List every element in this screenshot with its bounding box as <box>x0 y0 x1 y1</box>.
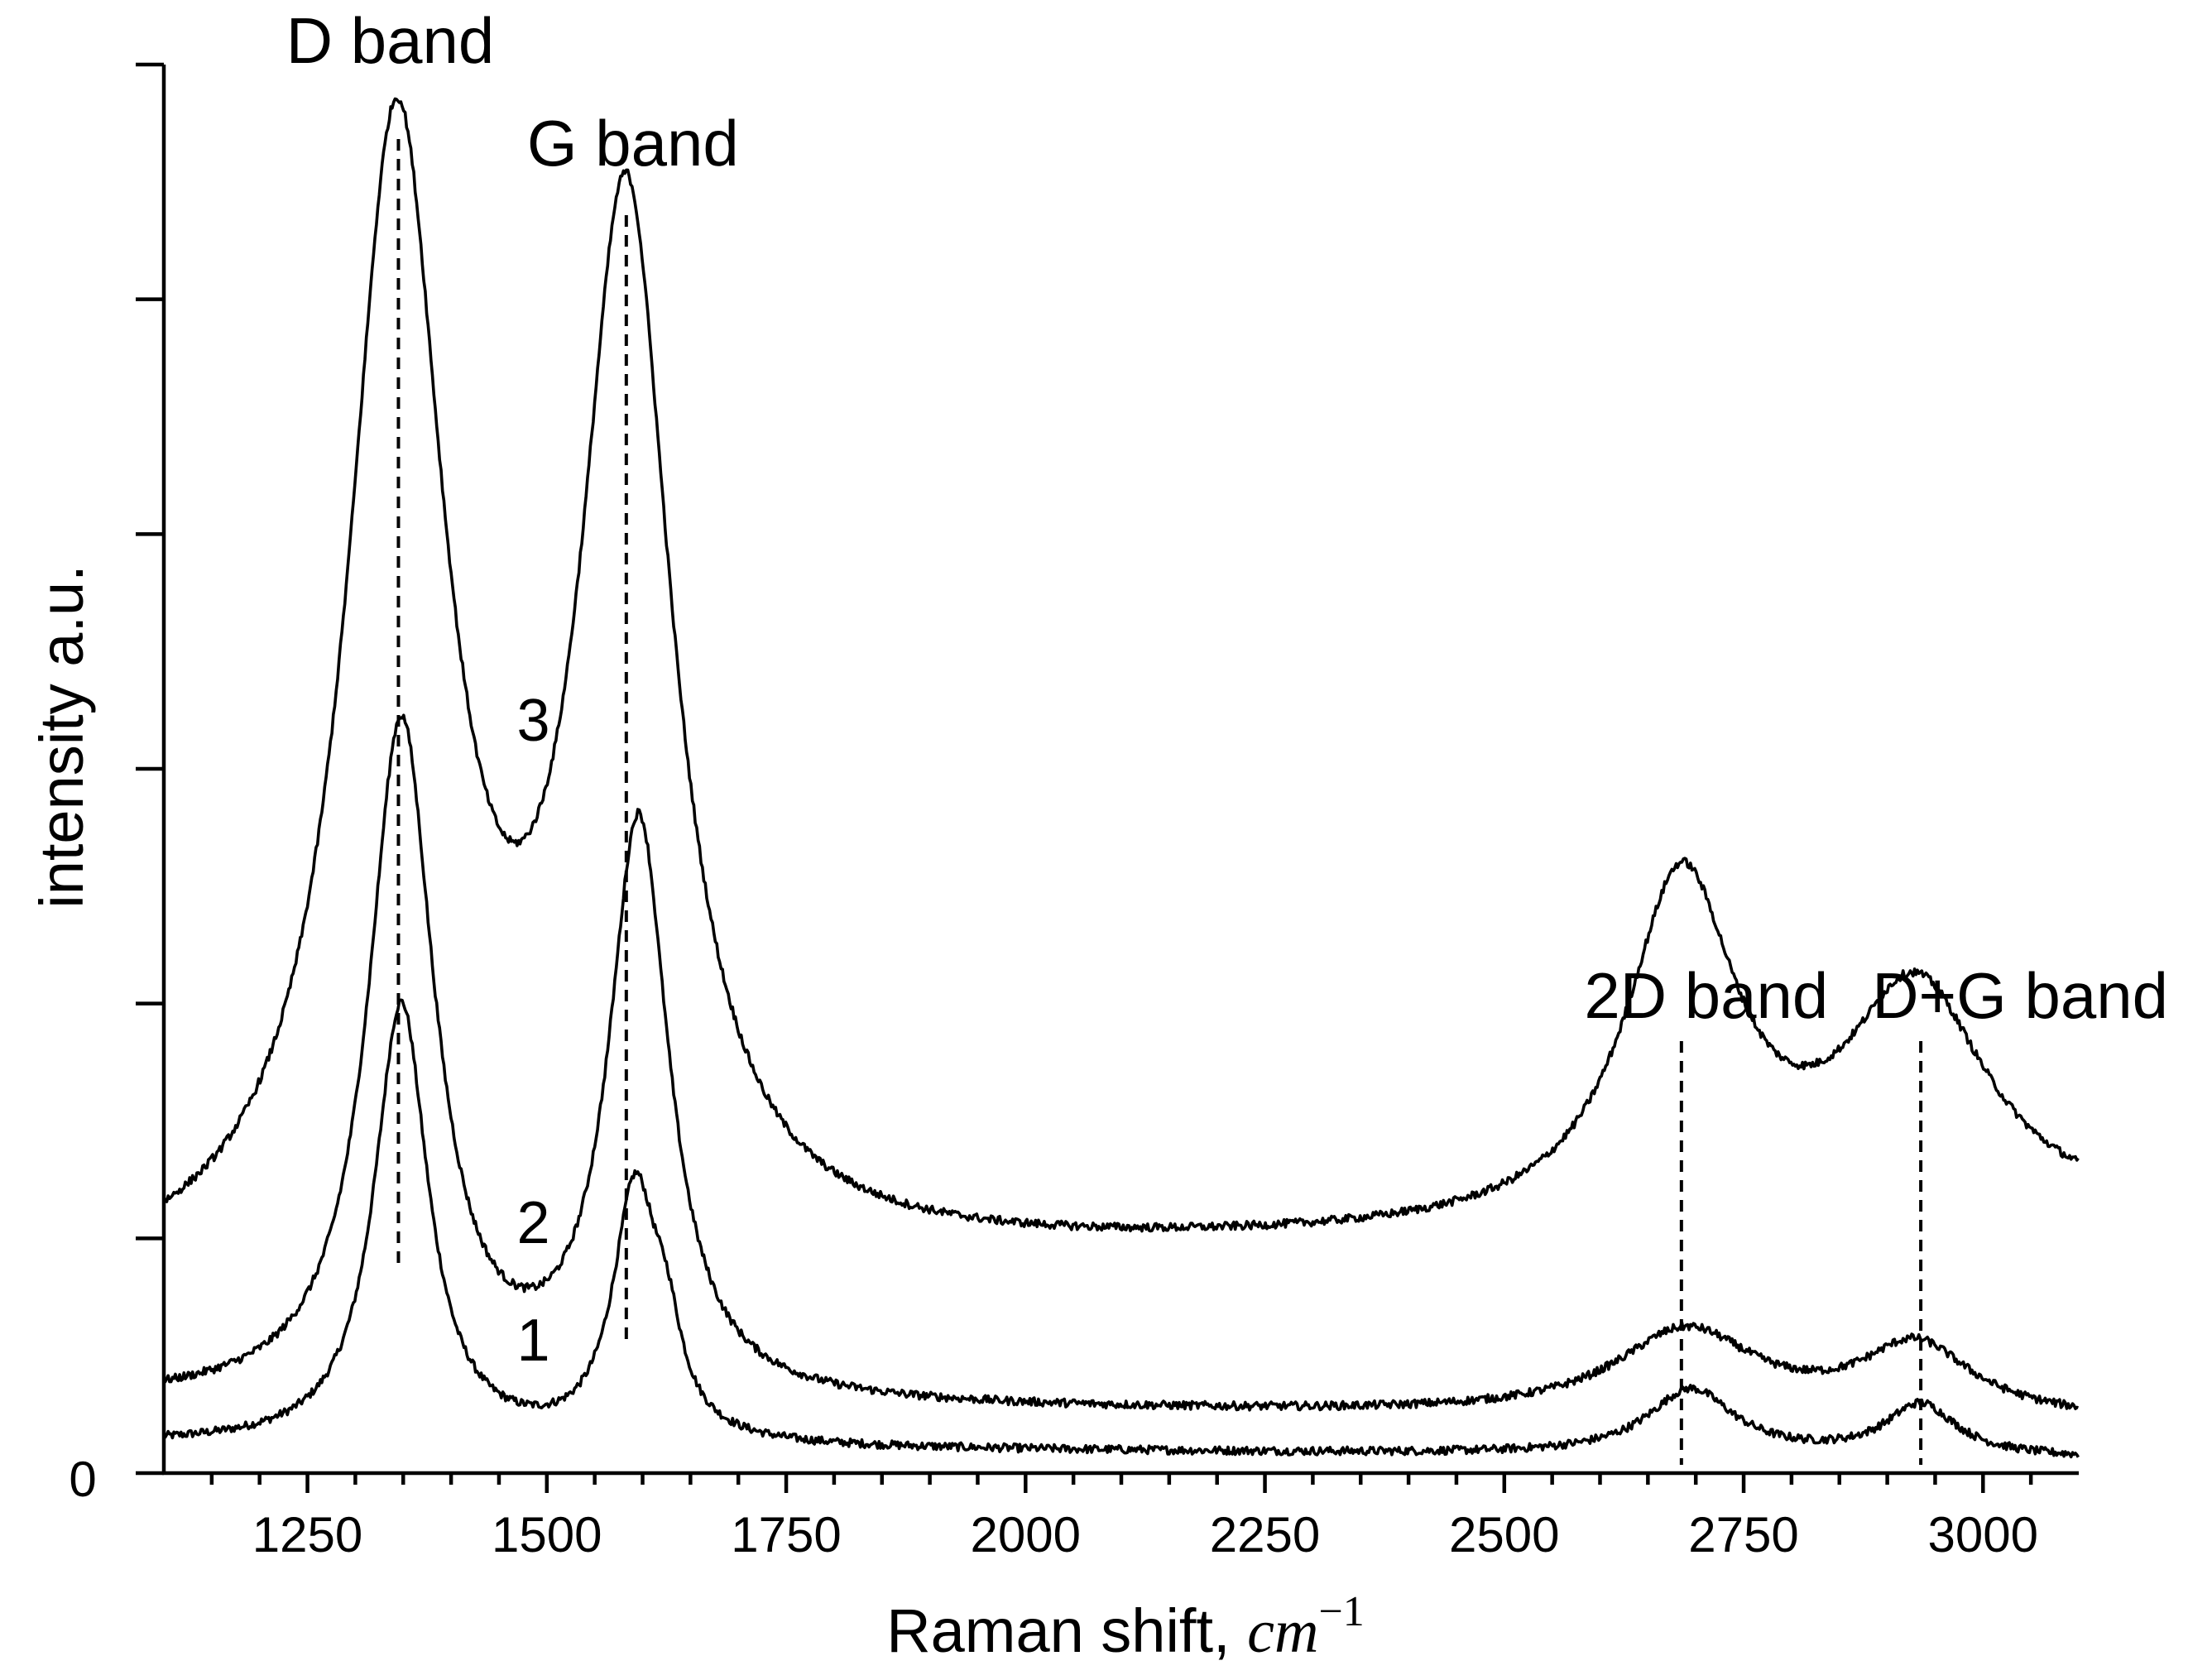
x-axis-title-unit: cm <box>1247 1598 1318 1666</box>
band-label: 2D band <box>1584 959 1828 1032</box>
x-tick-label: 3000 <box>1928 1507 2038 1562</box>
y-ticks <box>136 62 164 1476</box>
x-axis-title-text: Raman shift, <box>886 1596 1247 1665</box>
x-axis-title: Raman shift, cm−1 <box>886 1588 1365 1666</box>
y-zero-label: 0 <box>69 1452 96 1507</box>
x-ticks <box>305 1473 1985 1493</box>
x-tick-label: 1750 <box>731 1507 841 1562</box>
spectrum-label-3: 3 <box>516 688 549 754</box>
band-label: G band <box>527 107 739 180</box>
spectrum-line-1 <box>162 998 2080 1459</box>
x-axis-title-exponent: −1 <box>1318 1588 1364 1635</box>
spectrum-label-2: 2 <box>516 1190 549 1256</box>
spectra: 1 2 3 <box>162 97 2080 1459</box>
spectrum-line-2 <box>163 713 2079 1412</box>
y-axis-title: intensity a.u. <box>27 564 96 908</box>
x-tick-label: 2000 <box>971 1507 1081 1562</box>
spectrum-label-1: 1 <box>516 1308 549 1374</box>
x-tick-label: 1250 <box>252 1507 362 1562</box>
x-tick-label: 2250 <box>1210 1507 1320 1562</box>
spectrum-line-3 <box>162 97 2080 1233</box>
x-tick-label: 2500 <box>1449 1507 1559 1562</box>
x-tick-label: 1500 <box>492 1507 602 1562</box>
x-minor-ticks <box>209 1473 2033 1485</box>
x-tick-label: 2750 <box>1688 1507 1798 1562</box>
band-label: D band <box>286 4 495 77</box>
x-tick-labels: 1250 1500 1750 2000 2250 2500 2750 3000 <box>252 1507 2038 1562</box>
